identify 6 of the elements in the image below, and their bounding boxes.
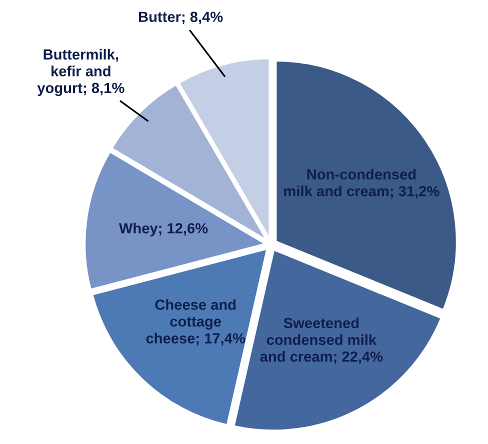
- slice-label: Whey; 12,6%: [118, 222, 208, 236]
- slice-label: Butter; 8,4%: [139, 12, 223, 24]
- slice-label: Buttermilk, kefir and yogurt; 8,1%: [37, 48, 124, 96]
- slice-label: Sweetened condensed milk and cream; 22,4%: [260, 318, 383, 364]
- slice-label: Cheese and cottage cheese; 17,4%: [146, 299, 246, 346]
- slice-label: Non-condensed milk and cream; 31,2%: [284, 168, 440, 198]
